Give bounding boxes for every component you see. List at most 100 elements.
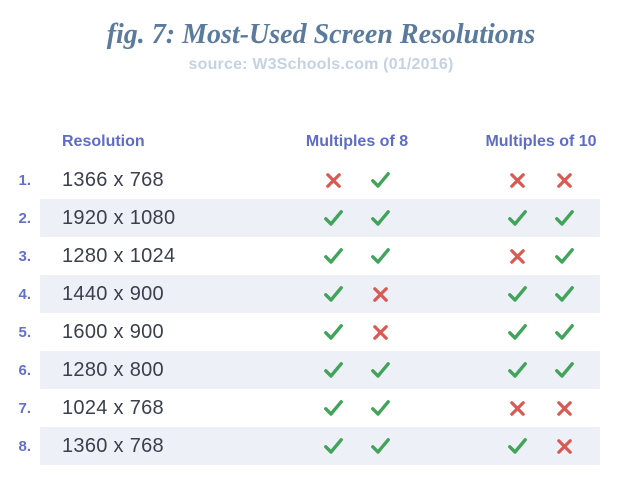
check-icon <box>324 324 343 340</box>
rank-column-spacer <box>0 123 40 161</box>
check-icon <box>555 248 574 264</box>
check-mark-cell <box>357 237 404 275</box>
table-row: 7. 1024 x 768 <box>0 389 600 427</box>
check-mark-cell <box>310 313 357 351</box>
check-icon <box>555 362 574 378</box>
column-header-resolution: Resolution <box>62 133 145 150</box>
cross-mark-cell <box>357 313 404 351</box>
cross-icon <box>557 438 572 454</box>
resolution-value: 1366 x 768 <box>62 168 164 191</box>
check-icon <box>508 324 527 340</box>
check-mark-cell <box>541 313 588 351</box>
check-mark-cell <box>494 427 541 465</box>
check-mark-cell <box>310 275 357 313</box>
cross-icon <box>373 286 388 302</box>
check-icon <box>324 210 343 226</box>
row-content: 1366 x 768 <box>40 161 600 199</box>
check-icon <box>371 438 390 454</box>
row-rank: 7. <box>18 399 31 417</box>
cross-icon <box>373 324 388 340</box>
cross-icon <box>510 248 525 264</box>
check-icon <box>508 362 527 378</box>
resolution-value: 1280 x 800 <box>62 358 164 381</box>
row-content: 1440 x 900 <box>40 275 600 313</box>
table-row: 1. 1366 x 768 <box>0 161 600 199</box>
check-mark-cell <box>357 351 404 389</box>
check-icon <box>324 286 343 302</box>
cross-mark-cell <box>541 389 588 427</box>
resolution-table: Resolution Multiples of 8 Multiples of 1… <box>0 123 600 465</box>
check-icon <box>508 438 527 454</box>
resolution-value: 1360 x 768 <box>62 434 164 457</box>
check-icon <box>324 400 343 416</box>
check-icon <box>324 248 343 264</box>
cross-mark-cell <box>494 161 541 199</box>
cross-icon <box>510 172 525 188</box>
check-icon <box>555 210 574 226</box>
cross-mark-cell <box>357 275 404 313</box>
check-icon <box>508 210 527 226</box>
check-mark-cell <box>541 199 588 237</box>
check-icon <box>371 400 390 416</box>
check-mark-cell <box>541 237 588 275</box>
check-mark-cell <box>494 351 541 389</box>
row-rank: 3. <box>18 247 31 265</box>
row-content: 1280 x 1024 <box>40 237 600 275</box>
check-icon <box>508 286 527 302</box>
check-mark-cell <box>541 351 588 389</box>
check-icon <box>371 362 390 378</box>
table-row: 3. 1280 x 1024 <box>0 237 600 275</box>
table-row: 8. 1360 x 768 <box>0 427 600 465</box>
table-row: 2. 1920 x 1080 <box>0 199 600 237</box>
check-mark-cell <box>310 389 357 427</box>
row-rank: 8. <box>18 437 31 455</box>
column-header-multiples-of-8: Multiples of 8 <box>305 133 409 150</box>
check-mark-cell <box>494 275 541 313</box>
cross-mark-cell <box>541 161 588 199</box>
check-mark-cell <box>310 427 357 465</box>
cross-icon <box>557 400 572 416</box>
table-header-row: Resolution Multiples of 8 Multiples of 1… <box>0 123 600 161</box>
check-mark-cell <box>357 427 404 465</box>
check-mark-cell <box>310 237 357 275</box>
resolution-value: 1600 x 900 <box>62 320 164 343</box>
cross-mark-cell <box>310 161 357 199</box>
cross-mark-cell <box>541 427 588 465</box>
resolution-value: 1024 x 768 <box>62 396 164 419</box>
check-mark-cell <box>494 199 541 237</box>
resolution-value: 1280 x 1024 <box>62 244 176 267</box>
check-icon <box>371 210 390 226</box>
resolution-value: 1920 x 1080 <box>62 206 176 229</box>
table-row: 5. 1600 x 900 <box>0 313 600 351</box>
cross-icon <box>510 400 525 416</box>
table-row: 6. 1280 x 800 <box>0 351 600 389</box>
check-mark-cell <box>357 389 404 427</box>
check-mark-cell <box>310 351 357 389</box>
check-icon <box>324 438 343 454</box>
table-row: 4. 1440 x 900 <box>0 275 600 313</box>
check-icon <box>555 324 574 340</box>
row-rank: 5. <box>18 323 31 341</box>
row-content: 1280 x 800 <box>40 351 600 389</box>
check-icon <box>324 362 343 378</box>
figure-title: fig. 7: Most-Used Screen Resolutions <box>106 19 536 50</box>
row-content: 1360 x 768 <box>40 427 600 465</box>
row-rank: 6. <box>18 361 31 379</box>
check-icon <box>555 286 574 302</box>
column-header-multiples-of-10: Multiples of 10 <box>485 133 597 150</box>
check-mark-cell <box>357 161 404 199</box>
check-mark-cell <box>494 313 541 351</box>
check-icon <box>371 172 390 188</box>
check-mark-cell <box>357 199 404 237</box>
header-content: Resolution Multiples of 8 Multiples of 1… <box>40 123 600 161</box>
row-content: 1024 x 768 <box>40 389 600 427</box>
resolution-value: 1440 x 900 <box>62 282 164 305</box>
cross-mark-cell <box>494 237 541 275</box>
table-body: 1. 1366 x 768 2. 1920 x 1080 3. 1280 x 1… <box>0 161 600 465</box>
row-content: 1920 x 1080 <box>40 199 600 237</box>
row-rank: 4. <box>18 285 31 303</box>
row-rank: 2. <box>18 209 31 227</box>
check-mark-cell <box>310 199 357 237</box>
cross-icon <box>326 172 341 188</box>
